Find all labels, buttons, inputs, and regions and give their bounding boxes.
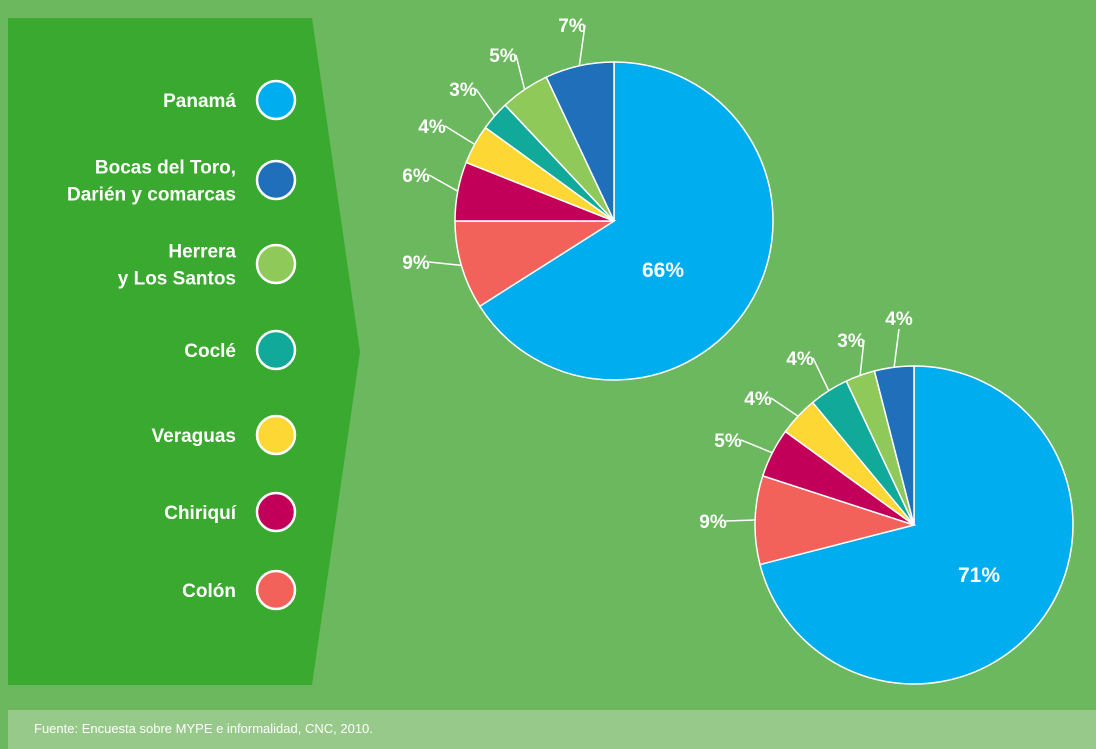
pie-2-label-herrera-y-los-santos: 3% (837, 331, 865, 352)
legend-item-colon: Colón (182, 569, 297, 611)
pie-2-label-panama: 71% (958, 564, 1000, 587)
legend: Panamá Bocas del Toro, Darién y comarcas He… (67, 79, 297, 611)
pie-charts: 66%9%6%4%3%5%7%71%9%5%4%4%3%4% (402, 16, 1074, 685)
legend-item-cocle: Coclé (184, 329, 297, 371)
pie-2-label-bocas-del-toro-darien-y-comarcas: 4% (885, 309, 913, 330)
pie-2-label-cocle: 4% (786, 349, 814, 370)
pie-2-slice-panama (759, 365, 1074, 685)
source-note: Fuente: Encuesta sobre MYPE e informalid… (34, 721, 373, 736)
pie-1-label-chiriqui: 6% (402, 166, 430, 187)
pie-1-label-colon: 9% (402, 253, 430, 274)
legend-item-herrera-y-los-santos: Herrera y Los Santos (118, 242, 297, 290)
pie-2-leader-cocle (812, 357, 830, 392)
legend-swatch (255, 569, 297, 611)
legend-label: Panamá (163, 91, 236, 112)
pie-2-label-chiriqui: 5% (714, 431, 742, 452)
legend-item-bocas-del-toro-darien-y-comarcas: Bocas del Toro, Darién y comarcas (67, 158, 297, 206)
pie-1-label-bocas-del-toro-darien-y-comarcas: 7% (558, 16, 586, 37)
pie-1-slice-panama (478, 61, 774, 381)
pie-1-label-panama: 66% (642, 259, 684, 282)
pie-2-leader-colon (725, 519, 756, 522)
pie-2-leader-herrera-y-los-santos (859, 339, 865, 376)
legend-item-chiriqui: Chiriquí (164, 491, 297, 533)
legend-label: Herrera (168, 242, 236, 263)
legend-label: Darién y comarcas (67, 185, 236, 206)
pie-1-leader-herrera-y-los-santos (515, 54, 526, 90)
pie-2-leader-chiriqui (740, 439, 773, 454)
pie-1-leader-colon (428, 261, 462, 267)
legend-swatch (255, 329, 297, 371)
legend-label: Colón (182, 581, 236, 602)
pie-2-slice-colon (754, 474, 917, 566)
pie-1-label-veraguas: 4% (418, 117, 446, 138)
legend-label: Chiriquí (164, 503, 236, 524)
pie-1-label-cocle: 3% (449, 80, 477, 101)
pie-2-leader-bocas-del-toro-darien-y-comarcas (893, 328, 900, 368)
pie-1: 66% 9% 6% 4%3% 5% 7% (402, 16, 774, 381)
legend-swatch (255, 414, 297, 456)
legend-swatch (255, 491, 297, 533)
pie-2: 71%9%5%4%4%3%4% (699, 309, 1074, 685)
pie-2-label-colon: 9% (699, 512, 727, 533)
source-footer: Fuente: Encuesta sobre MYPE e informalid… (8, 710, 1096, 749)
pie-1-slice-colon (454, 220, 617, 308)
pie-1-leader-veraguas (444, 125, 476, 146)
legend-swatch (255, 243, 297, 285)
legend-item-panama: Panamá (163, 79, 297, 121)
legend-swatch (255, 79, 297, 121)
legend-label: Veraguas (152, 426, 237, 447)
legend-swatch (255, 159, 297, 201)
legend-label: Bocas del Toro, (95, 158, 236, 179)
pie-1-leader-bocas-del-toro-darien-y-comarcas (578, 24, 586, 66)
pie-1-slice-bocas-del-toro-darien-y-comarcas (545, 61, 615, 222)
legend-label: y Los Santos (118, 269, 236, 290)
pie-2-label-veraguas: 4% (744, 389, 772, 410)
pie-1-leader-cocle (475, 88, 496, 117)
legend-label: Coclé (184, 341, 236, 362)
pie-1-leader-chiriqui (428, 174, 459, 192)
pie-1-label-herrera-y-los-santos: 5% (489, 46, 517, 67)
legend-item-veraguas: Veraguas (152, 414, 297, 456)
pie-2-leader-veraguas (770, 397, 799, 417)
